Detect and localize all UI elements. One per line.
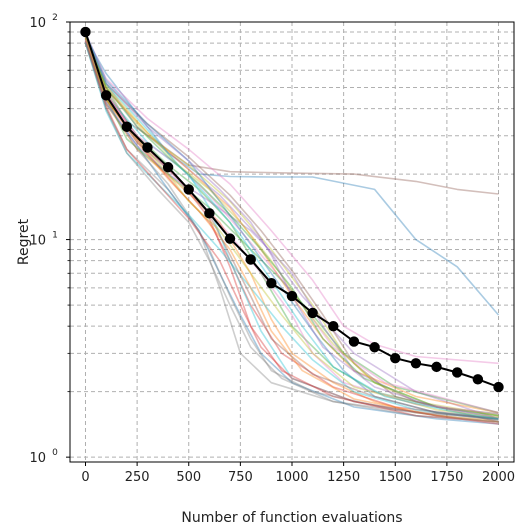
mean-point	[245, 254, 256, 265]
run-line	[84, 42, 499, 420]
run-line	[84, 38, 499, 420]
run-line	[84, 32, 499, 365]
run-line	[84, 37, 499, 420]
mean-point	[410, 358, 422, 369]
x-tick-label: 1250	[327, 470, 360, 485]
mean-point	[80, 26, 91, 38]
x-tick-label: 250	[125, 470, 150, 485]
run-line	[84, 38, 499, 423]
mean-point	[348, 336, 360, 347]
run-line	[84, 41, 499, 425]
run-line	[84, 39, 499, 423]
run-line	[84, 35, 499, 420]
run-line	[84, 34, 499, 419]
mean-point	[369, 342, 380, 353]
mean-point	[390, 352, 401, 364]
y-axis-label: Regret	[16, 218, 32, 265]
mean-point	[224, 233, 236, 244]
x-tick-label: 1750	[430, 470, 463, 485]
run-line	[84, 40, 499, 415]
mean-point	[286, 290, 298, 302]
x-tick-label: 1000	[275, 470, 308, 485]
run-line	[84, 33, 499, 195]
mean-point	[431, 361, 442, 373]
run-line	[84, 39, 499, 420]
mean-series	[80, 26, 504, 393]
mean-point	[472, 374, 484, 385]
y-tick-exponent: 1	[52, 231, 58, 241]
mean-point	[162, 162, 174, 173]
run-line	[84, 38, 499, 414]
run-line	[84, 42, 499, 420]
run-line	[84, 41, 499, 423]
mean-point	[100, 90, 112, 101]
mean-point	[142, 142, 153, 153]
mean-point	[121, 121, 132, 132]
run-line	[84, 34, 499, 423]
y-tick-label: 10	[29, 16, 46, 31]
x-tick-label: 500	[176, 470, 201, 485]
run-line	[84, 33, 499, 414]
y-tick-exponent: 0	[52, 448, 58, 458]
x-tick-label: 750	[228, 470, 253, 485]
mean-point	[452, 367, 463, 378]
mean-point	[204, 208, 215, 219]
mean-point	[328, 320, 339, 332]
run-line	[84, 36, 499, 417]
run-line	[84, 32, 499, 421]
y-tick-label: 10	[29, 451, 46, 466]
y-axis: 10 0 10 1 10 2	[29, 13, 70, 466]
run-line	[84, 33, 499, 417]
run-line	[84, 33, 499, 420]
y-tick-exponent: 2	[52, 13, 58, 23]
mean-point	[307, 307, 318, 319]
run-line	[84, 40, 499, 425]
y-tick-label: 10	[29, 234, 46, 249]
run-line	[84, 42, 499, 421]
run-line	[84, 34, 499, 417]
run-line	[84, 37, 500, 316]
x-tick-label: 0	[81, 470, 89, 485]
mean-point	[493, 381, 504, 393]
x-axis-label: Number of function evaluations	[181, 510, 402, 526]
x-tick-label: 2000	[482, 470, 515, 485]
x-axis: 0 250 500 750 1000 1250 1500 1750 2000	[81, 462, 515, 485]
x-tick-label: 1500	[379, 470, 412, 485]
mean-point	[266, 278, 277, 289]
mean-point	[183, 184, 194, 195]
